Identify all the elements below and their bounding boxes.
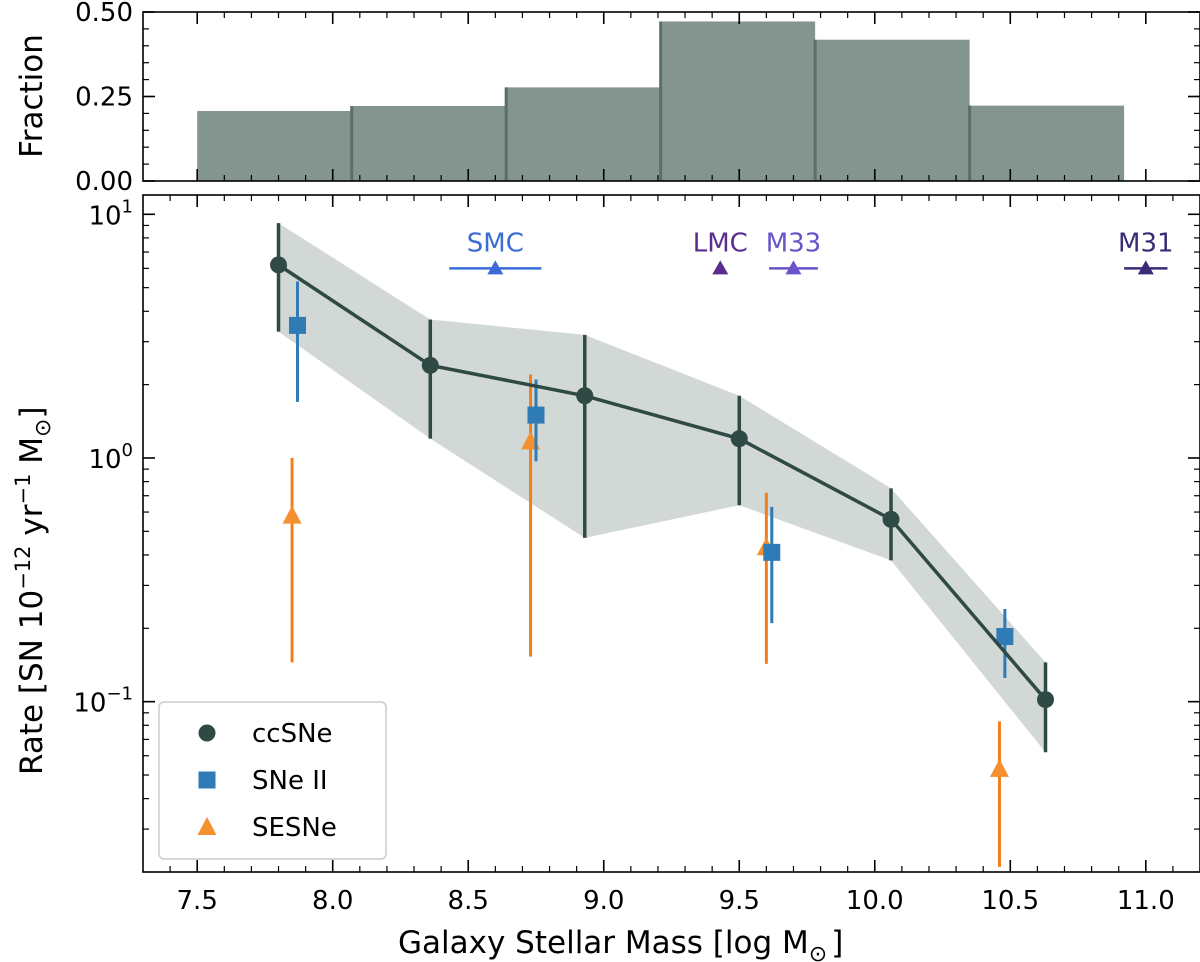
- x-tick-label: 8.5: [448, 886, 489, 916]
- histogram-bar: [815, 39, 970, 181]
- galaxy-marker-smc: SMC: [449, 228, 542, 275]
- legend-label: SNe II: [252, 766, 328, 796]
- ccsne-confidence-band: [278, 223, 1046, 753]
- series-line: [277, 263, 1047, 701]
- y-tick-label: 0.00: [75, 167, 133, 197]
- data-series: [270, 223, 1055, 867]
- circle-marker: [576, 387, 594, 405]
- triangle-marker: [282, 505, 302, 524]
- y-tick-label: 101: [88, 196, 133, 231]
- legend-label: SESNe: [252, 813, 337, 843]
- legend-item-ccsne: ccSNe: [198, 719, 333, 749]
- circle-marker: [198, 724, 216, 742]
- series-ccsne: [270, 223, 1055, 753]
- rate-frame: [142, 194, 1200, 873]
- square-marker: [527, 406, 545, 424]
- x-tick-label: 11.0: [1117, 886, 1175, 916]
- galaxy-marker-m31: M31: [1118, 228, 1174, 275]
- histogram-x-ticks: [196, 12, 1147, 181]
- x-tick-label: 9.5: [719, 886, 760, 916]
- rate-x-ticks: 7.5 8.0 8.5 9.0 9.5 10.0 10.5 11.0: [169, 195, 1175, 916]
- square-marker: [996, 628, 1014, 646]
- circle-marker: [882, 510, 900, 528]
- triangle-marker: [989, 758, 1009, 777]
- histogram-y-label: Fraction: [14, 34, 50, 158]
- histogram-bar: [197, 111, 352, 181]
- y-axis-label: Rate [SN 10−12 yr−1 M⊙]: [11, 406, 56, 775]
- legend-item-sesne: SESNe: [197, 813, 337, 843]
- histogram-panel: 0.00 0.25 0.50 Fraction: [14, 0, 1200, 197]
- galaxy-triangle: [487, 260, 504, 275]
- galaxy-label: SMC: [467, 228, 524, 258]
- x-tick-label: 8.0: [312, 886, 353, 916]
- galaxy-marker-m33: M33: [766, 228, 822, 275]
- square-marker: [763, 543, 781, 561]
- circle-marker: [730, 430, 748, 448]
- galaxy-label: LMC: [693, 228, 748, 258]
- histogram-bar: [351, 105, 507, 181]
- legend-label: ccSNe: [252, 719, 333, 749]
- galaxy-label: M31: [1118, 228, 1174, 258]
- x-tick-label: 10.0: [846, 886, 904, 916]
- histogram-y-ticks: 0.00 0.25 0.50: [75, 0, 1200, 197]
- histogram-bars: [197, 21, 1125, 181]
- y-tick-label: 10−1: [73, 684, 133, 719]
- x-tick-label: 10.5: [981, 886, 1039, 916]
- square-marker: [198, 771, 216, 789]
- y-tick-label: 0.50: [75, 0, 133, 28]
- rate-y-ticks: 10−1 100 101: [73, 196, 1200, 873]
- circle-marker: [421, 356, 439, 374]
- legend-item-sne-ii: SNe II: [198, 766, 328, 796]
- histogram-bar: [660, 21, 816, 181]
- galaxy-triangle: [785, 260, 802, 275]
- triangle-marker: [197, 817, 217, 835]
- legend-box: [158, 701, 387, 860]
- x-axis-label: Galaxy Stellar Mass [log M⊙]: [398, 925, 843, 962]
- x-tick-label: 9.0: [583, 886, 624, 916]
- circle-marker: [270, 256, 288, 274]
- square-marker: [288, 316, 306, 334]
- y-tick-label: 0.25: [75, 83, 133, 113]
- histogram-bar: [506, 87, 661, 181]
- y-tick-label: 100: [88, 440, 133, 475]
- x-tick-label: 7.5: [177, 886, 218, 916]
- galaxy-label: M33: [766, 228, 822, 258]
- circle-marker: [1037, 691, 1055, 709]
- series-sne-ii: [288, 281, 1014, 679]
- rate-panel: SMC LMC M33 M31 10−1 100 101 7.5 8.0 8.5 9.0 9.5 1…: [11, 194, 1200, 962]
- galaxy-triangle: [1137, 260, 1154, 275]
- galaxy-marker-lmc: LMC: [693, 228, 748, 275]
- histogram-bar: [969, 105, 1125, 181]
- reference-galaxies: SMC LMC M33 M31: [449, 228, 1174, 275]
- galaxy-triangle: [712, 260, 729, 275]
- legend: ccSNe SNe II SESNe: [158, 701, 387, 860]
